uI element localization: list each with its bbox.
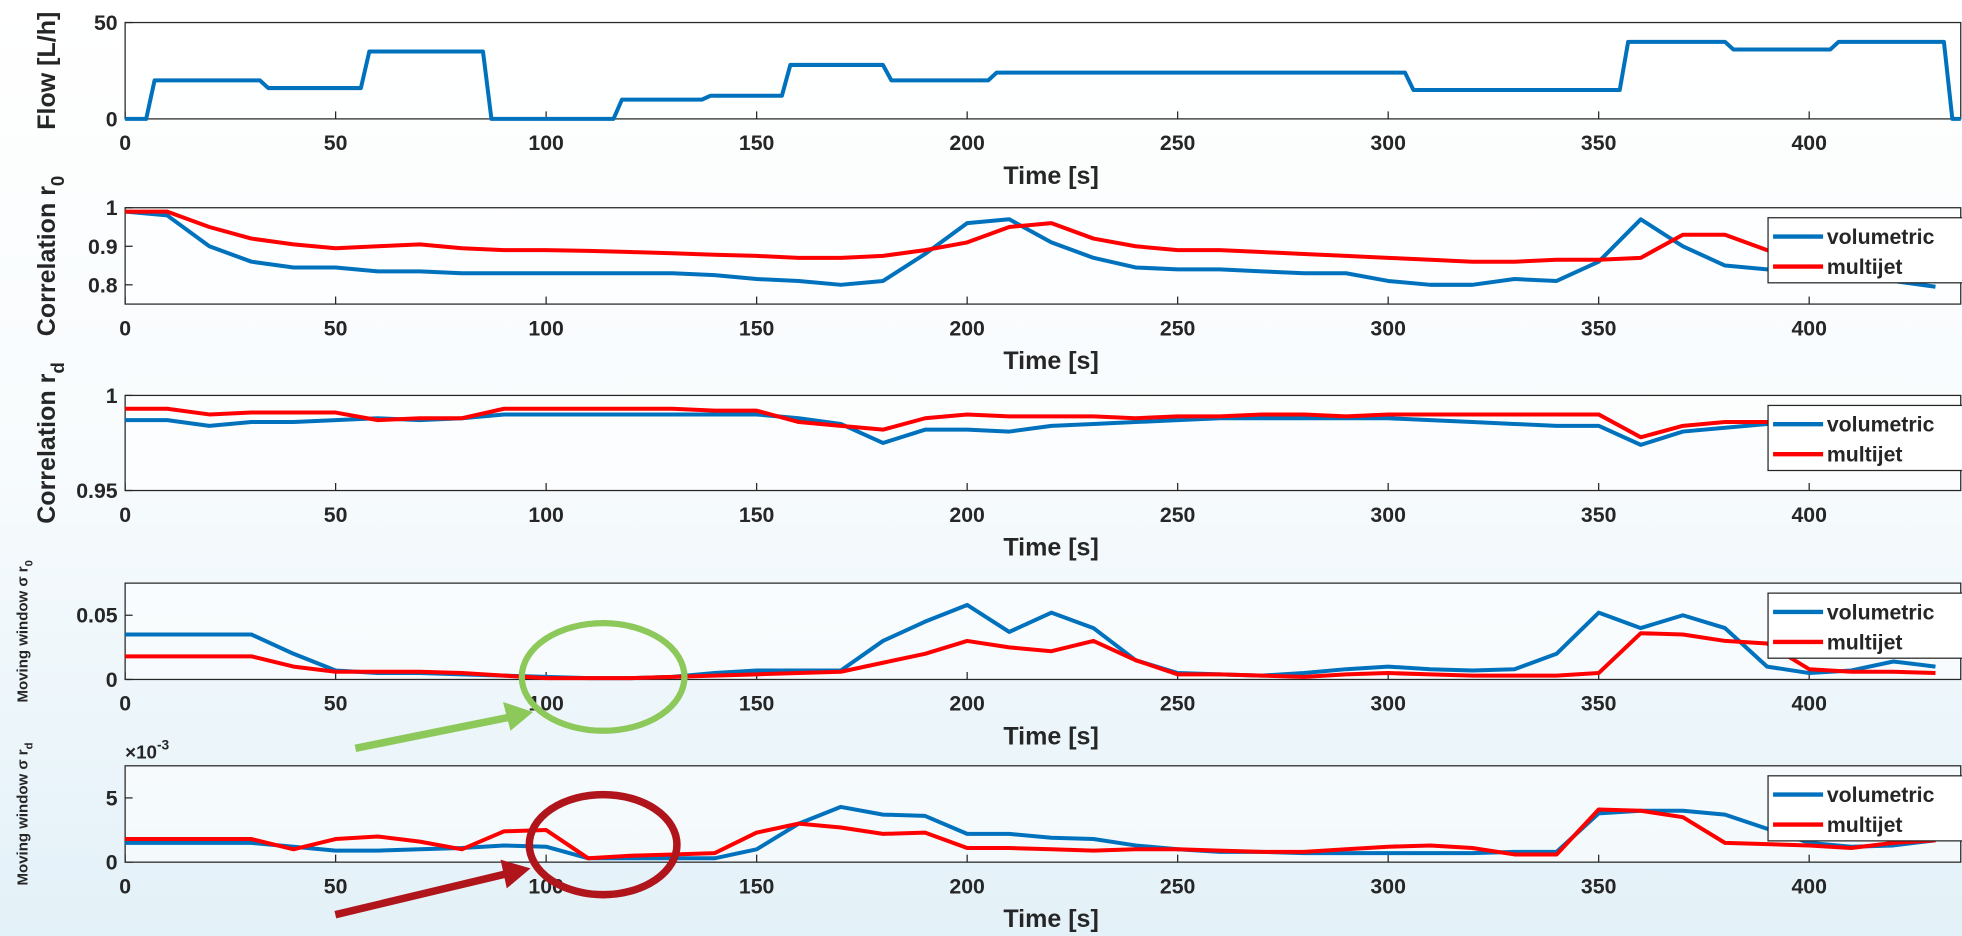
y-axis-label-subscript: d bbox=[47, 362, 68, 373]
legend: volumetric multijet bbox=[1768, 593, 1962, 658]
y-tick-label: 0.8 bbox=[88, 273, 118, 297]
legend-label: multijet bbox=[1827, 813, 1903, 837]
x-tick-label: 0 bbox=[119, 874, 131, 898]
x-axis-label: Time [s] bbox=[1003, 347, 1098, 375]
x-tick-label: 0 bbox=[119, 692, 131, 716]
x-tick-label: 350 bbox=[1581, 131, 1616, 155]
y-axis-label-subscript: 0 bbox=[47, 176, 68, 186]
y-axis-label-text: Moving window σ r bbox=[15, 566, 32, 702]
x-tick-label: 50 bbox=[324, 503, 348, 527]
x-tick-label: 150 bbox=[739, 131, 774, 155]
y-tick-label: 0.05 bbox=[76, 604, 118, 628]
x-tick-label: 50 bbox=[324, 874, 348, 898]
y-axis-label-text: Correlation r bbox=[33, 186, 61, 336]
y-tick-label: 0.95 bbox=[76, 479, 118, 503]
x-tick-label: 400 bbox=[1791, 503, 1826, 527]
x-tick-label: 350 bbox=[1581, 692, 1616, 716]
y-axis-label: Flow [L/h] bbox=[33, 12, 61, 130]
x-tick-label: 0 bbox=[119, 131, 131, 155]
page: {"chart_data": [ {"type": "line", "ylabe… bbox=[0, 0, 1962, 936]
y-axis-label-text: Moving window σ r bbox=[15, 749, 32, 885]
x-tick-label: 50 bbox=[324, 692, 348, 716]
x-tick-label: 400 bbox=[1791, 316, 1826, 340]
legend-label: multijet bbox=[1827, 630, 1903, 654]
x-tick-label: 250 bbox=[1160, 316, 1195, 340]
x-tick-label: 300 bbox=[1370, 131, 1405, 155]
legend-label: volumetric bbox=[1827, 783, 1935, 807]
legend-label: volumetric bbox=[1827, 413, 1935, 437]
legend-label: multijet bbox=[1827, 443, 1903, 467]
x-tick-label: 200 bbox=[949, 316, 984, 340]
x-tick-label: 200 bbox=[949, 503, 984, 527]
legend-label: volumetric bbox=[1827, 600, 1935, 624]
x-tick-label: 250 bbox=[1160, 131, 1195, 155]
x-tick-label: 50 bbox=[324, 131, 348, 155]
plot-area bbox=[125, 583, 1961, 679]
y-axis-label-subscript: 0 bbox=[24, 560, 36, 566]
axis-exponent-base: ×10 bbox=[125, 741, 157, 762]
axis-exponent-power: -3 bbox=[157, 738, 170, 753]
y-axis-label-subscript: d bbox=[24, 742, 36, 749]
x-tick-label: 300 bbox=[1370, 316, 1405, 340]
x-tick-label: 350 bbox=[1581, 503, 1616, 527]
x-tick-label: 250 bbox=[1160, 692, 1195, 716]
legend: volumetric multijet bbox=[1768, 776, 1962, 841]
x-tick-label: 250 bbox=[1160, 503, 1195, 527]
x-axis-label: Time [s] bbox=[1003, 162, 1098, 190]
y-tick-label: 50 bbox=[94, 11, 118, 35]
legend: volumetric multijet bbox=[1768, 218, 1962, 283]
y-tick-label: 0.9 bbox=[88, 235, 118, 259]
y-tick-label: 0 bbox=[106, 851, 118, 875]
x-tick-label: 200 bbox=[949, 131, 984, 155]
legend: volumetric multijet bbox=[1768, 405, 1962, 470]
x-tick-label: 400 bbox=[1791, 692, 1826, 716]
figure: 050100150200250300350400050Time [s]Flow … bbox=[0, 0, 1962, 936]
x-tick-label: 50 bbox=[324, 316, 348, 340]
x-tick-label: 400 bbox=[1791, 874, 1826, 898]
x-tick-label: 0 bbox=[119, 316, 131, 340]
plot-area bbox=[125, 395, 1961, 490]
x-tick-label: 350 bbox=[1581, 316, 1616, 340]
y-tick-label: 1 bbox=[106, 384, 118, 408]
x-axis-label: Time [s] bbox=[1003, 905, 1098, 933]
y-tick-label: 0 bbox=[106, 107, 118, 131]
x-tick-label: 100 bbox=[528, 503, 563, 527]
x-tick-label: 100 bbox=[528, 316, 563, 340]
x-axis-label: Time [s] bbox=[1003, 723, 1098, 751]
y-axis-label-text: Correlation r bbox=[33, 373, 61, 523]
x-tick-label: 200 bbox=[949, 874, 984, 898]
x-tick-label: 200 bbox=[949, 692, 984, 716]
x-tick-label: 150 bbox=[739, 692, 774, 716]
x-tick-label: 150 bbox=[739, 503, 774, 527]
y-tick-label: 1 bbox=[106, 196, 118, 220]
x-tick-label: 150 bbox=[739, 874, 774, 898]
x-tick-label: 350 bbox=[1581, 874, 1616, 898]
x-tick-label: 100 bbox=[528, 131, 563, 155]
legend-label: volumetric bbox=[1827, 225, 1935, 249]
x-tick-label: 250 bbox=[1160, 874, 1195, 898]
x-tick-label: 300 bbox=[1370, 503, 1405, 527]
legend-label: multijet bbox=[1827, 255, 1903, 279]
x-tick-label: 300 bbox=[1370, 692, 1405, 716]
y-axis-label-text: Flow [L/h] bbox=[33, 12, 61, 130]
y-tick-label: 0 bbox=[106, 668, 118, 692]
x-tick-label: 400 bbox=[1791, 131, 1826, 155]
x-tick-label: 0 bbox=[119, 503, 131, 527]
x-axis-label: Time [s] bbox=[1003, 534, 1098, 562]
y-tick-label: 5 bbox=[106, 786, 118, 810]
x-tick-label: 300 bbox=[1370, 874, 1405, 898]
x-tick-label: 150 bbox=[739, 316, 774, 340]
